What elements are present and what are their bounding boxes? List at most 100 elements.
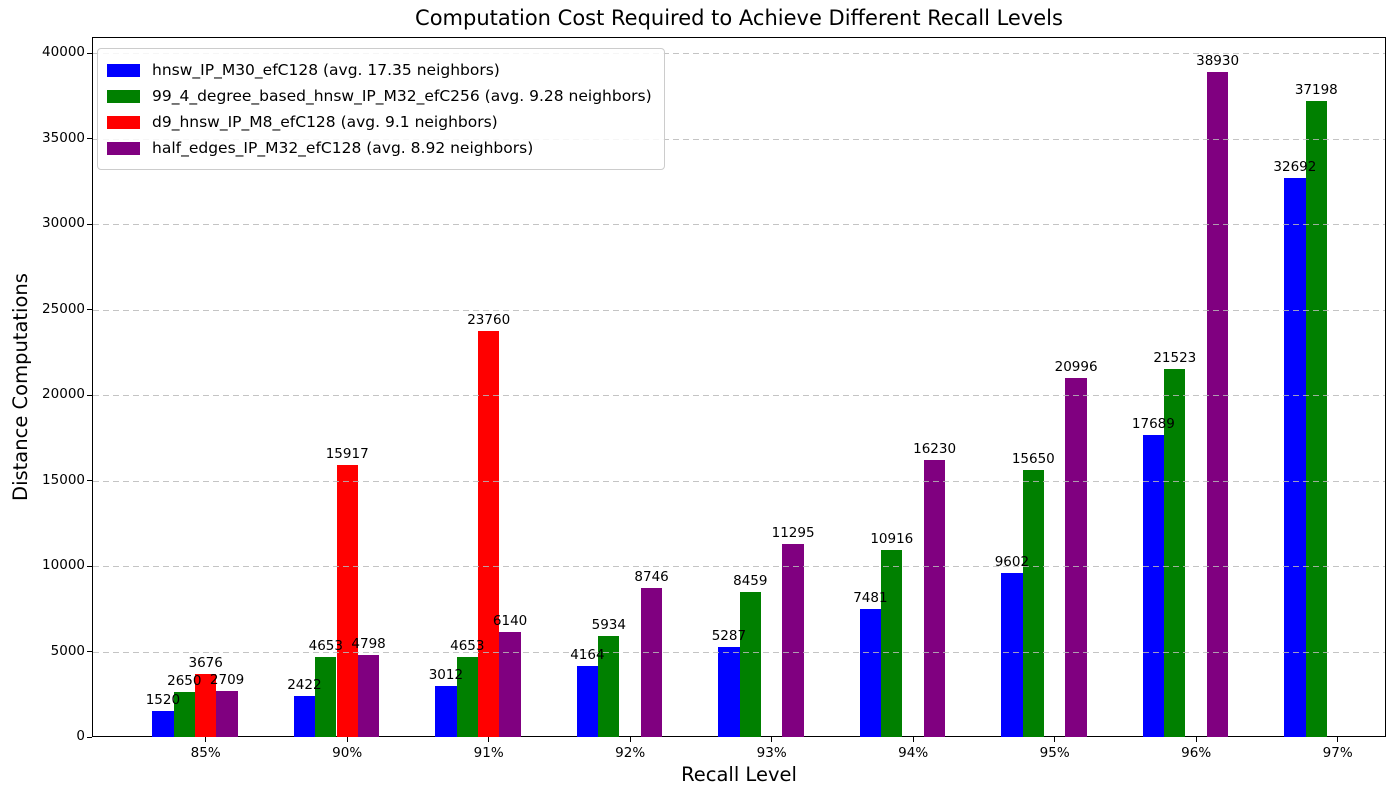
gridline-5000: [93, 651, 1385, 653]
x-tickmark: [1054, 737, 1056, 742]
bar-half_edges_IP_M32_efC128-85%: [216, 690, 238, 737]
bar-value-label: 4653: [450, 638, 485, 655]
x-tick-label: 90%: [332, 745, 363, 761]
x-tick-label: 95%: [1039, 745, 1070, 761]
y-tickmark: [87, 52, 92, 54]
bar-value-label: 5287: [711, 627, 747, 644]
bar-99_4_degree_based_hnsw_IP_M32_efC256-85%: [173, 691, 195, 737]
x-tickmark: [1337, 737, 1339, 742]
bar-value-label: 9602: [994, 553, 1030, 570]
bar-hnsw_IP_M30_efC128-95%: [1001, 572, 1023, 737]
bar-value-label: 23760: [467, 311, 511, 328]
y-tickmark: [87, 565, 92, 567]
bar-value-label: 4798: [351, 635, 386, 652]
x-tick-label: 93%: [756, 745, 787, 761]
y-tick-label: 0: [76, 728, 85, 744]
bar-hnsw_IP_M30_efC128-93%: [718, 646, 740, 737]
bar-hnsw_IP_M30_efC128-85%: [152, 711, 174, 737]
bar-hnsw_IP_M30_efC128-91%: [435, 685, 457, 737]
legend-label: 99_4_degree_based_hnsw_IP_M32_efC256 (av…: [152, 87, 652, 105]
y-tick-label: 15000: [42, 471, 85, 488]
bar-value-label: 4164: [570, 646, 605, 663]
y-tickmark: [87, 223, 92, 225]
y-tick-label: 40000: [42, 44, 85, 61]
bar-value-label: 6140: [492, 613, 528, 630]
legend: hnsw_IP_M30_efC128 (avg. 17.35 neighbors…: [97, 48, 665, 170]
y-tickmark: [87, 480, 92, 482]
legend-label: hnsw_IP_M30_efC128 (avg. 17.35 neighbors…: [152, 61, 500, 79]
bar-99_4_degree_based_hnsw_IP_M32_efC256-95%: [1022, 469, 1044, 737]
x-tick-label: 92%: [615, 745, 646, 761]
legend-item: hnsw_IP_M30_efC128 (avg. 17.35 neighbors…: [107, 57, 652, 83]
bar-99_4_degree_based_hnsw_IP_M32_efC256-96%: [1164, 369, 1186, 737]
x-axis-label: Recall Level: [681, 763, 797, 786]
legend-swatch-purple: [107, 141, 140, 155]
gridline-20000: [93, 395, 1385, 397]
x-tickmark: [488, 737, 490, 742]
bar-value-label: 3012: [428, 666, 464, 683]
y-tickmark: [87, 736, 92, 738]
bar-value-label: 7481: [853, 590, 888, 607]
x-tickmark: [1195, 737, 1197, 742]
x-tickmark: [912, 737, 914, 742]
bar-value-label: 37198: [1294, 82, 1338, 99]
bar-value-label: 5934: [591, 616, 626, 633]
legend-item: 99_4_degree_based_hnsw_IP_M32_efC256 (av…: [107, 83, 652, 109]
x-tickmark: [629, 737, 631, 742]
chart-title: Computation Cost Required to Achieve Dif…: [415, 6, 1063, 30]
bar-99_4_degree_based_hnsw_IP_M32_efC256-90%: [315, 657, 337, 737]
x-tick-label: 96%: [1181, 745, 1212, 761]
x-tickmark: [205, 737, 207, 742]
legend-label: d9_hnsw_IP_M8_efC128 (avg. 9.1 neighbors…: [152, 113, 498, 131]
gridline-40000: [93, 53, 1385, 55]
bar-value-label: 32692: [1273, 159, 1317, 176]
bar-half_edges_IP_M32_efC128-91%: [499, 632, 521, 737]
y-tick-label: 5000: [50, 642, 85, 659]
bar-value-label: 20996: [1054, 359, 1098, 376]
legend-item: d9_hnsw_IP_M8_efC128 (avg. 9.1 neighbors…: [107, 109, 652, 135]
y-tick-label: 25000: [42, 300, 85, 317]
bar-half_edges_IP_M32_efC128-90%: [357, 654, 380, 737]
bar-half_edges_IP_M32_efC128-95%: [1065, 378, 1087, 737]
bar-value-label: 10916: [870, 531, 914, 548]
y-tickmark: [87, 651, 92, 653]
bar-value-label: 2650: [167, 672, 202, 689]
bar-99_4_degree_based_hnsw_IP_M32_efC256-97%: [1305, 101, 1327, 737]
bar-99_4_degree_based_hnsw_IP_M32_efC256-91%: [456, 657, 478, 737]
bar-hnsw_IP_M30_efC128-92%: [576, 665, 599, 737]
y-tick-label: 35000: [42, 129, 85, 146]
legend-item: half_edges_IP_M32_efC128 (avg. 8.92 neig…: [107, 135, 652, 161]
bar-hnsw_IP_M30_efC128-97%: [1284, 178, 1306, 737]
y-tickmark: [87, 309, 92, 311]
bar-99_4_degree_based_hnsw_IP_M32_efC256-93%: [739, 592, 761, 737]
legend-swatch-blue: [107, 63, 140, 77]
bar-value-label: 17689: [1131, 415, 1175, 432]
gridline-10000: [93, 566, 1385, 568]
bar-99_4_degree_based_hnsw_IP_M32_efC256-92%: [598, 635, 620, 737]
gridline-30000: [93, 224, 1385, 226]
bar-value-label: 8746: [634, 568, 669, 585]
x-tick-label: 91%: [473, 745, 504, 761]
bar-d9_hnsw_IP_M8_efC128-85%: [195, 674, 217, 737]
bar-value-label: 1520: [145, 692, 181, 709]
x-tick-label: 94%: [898, 745, 929, 761]
bar-value-label: 4653: [308, 638, 343, 655]
legend-swatch-green: [107, 89, 140, 103]
bar-value-label: 2709: [209, 671, 245, 688]
bar-d9_hnsw_IP_M8_efC128-90%: [336, 464, 358, 737]
bar-value-label: 16230: [913, 440, 957, 457]
bar-value-label: 8459: [733, 573, 768, 590]
bar-value-label: 15917: [325, 445, 369, 462]
y-tickmark: [87, 138, 92, 140]
bar-value-label: 15650: [1011, 450, 1055, 467]
bar-value-label: 21523: [1153, 350, 1197, 367]
bar-99_4_degree_based_hnsw_IP_M32_efC256-94%: [881, 550, 903, 737]
gridline-35000: [93, 138, 1385, 140]
bar-hnsw_IP_M30_efC128-96%: [1142, 434, 1165, 737]
y-tickmark: [87, 394, 92, 396]
y-tick-label: 20000: [42, 386, 85, 403]
legend-swatch-red: [107, 115, 140, 129]
bar-hnsw_IP_M30_efC128-94%: [859, 609, 882, 737]
bar-half_edges_IP_M32_efC128-96%: [1206, 71, 1229, 737]
